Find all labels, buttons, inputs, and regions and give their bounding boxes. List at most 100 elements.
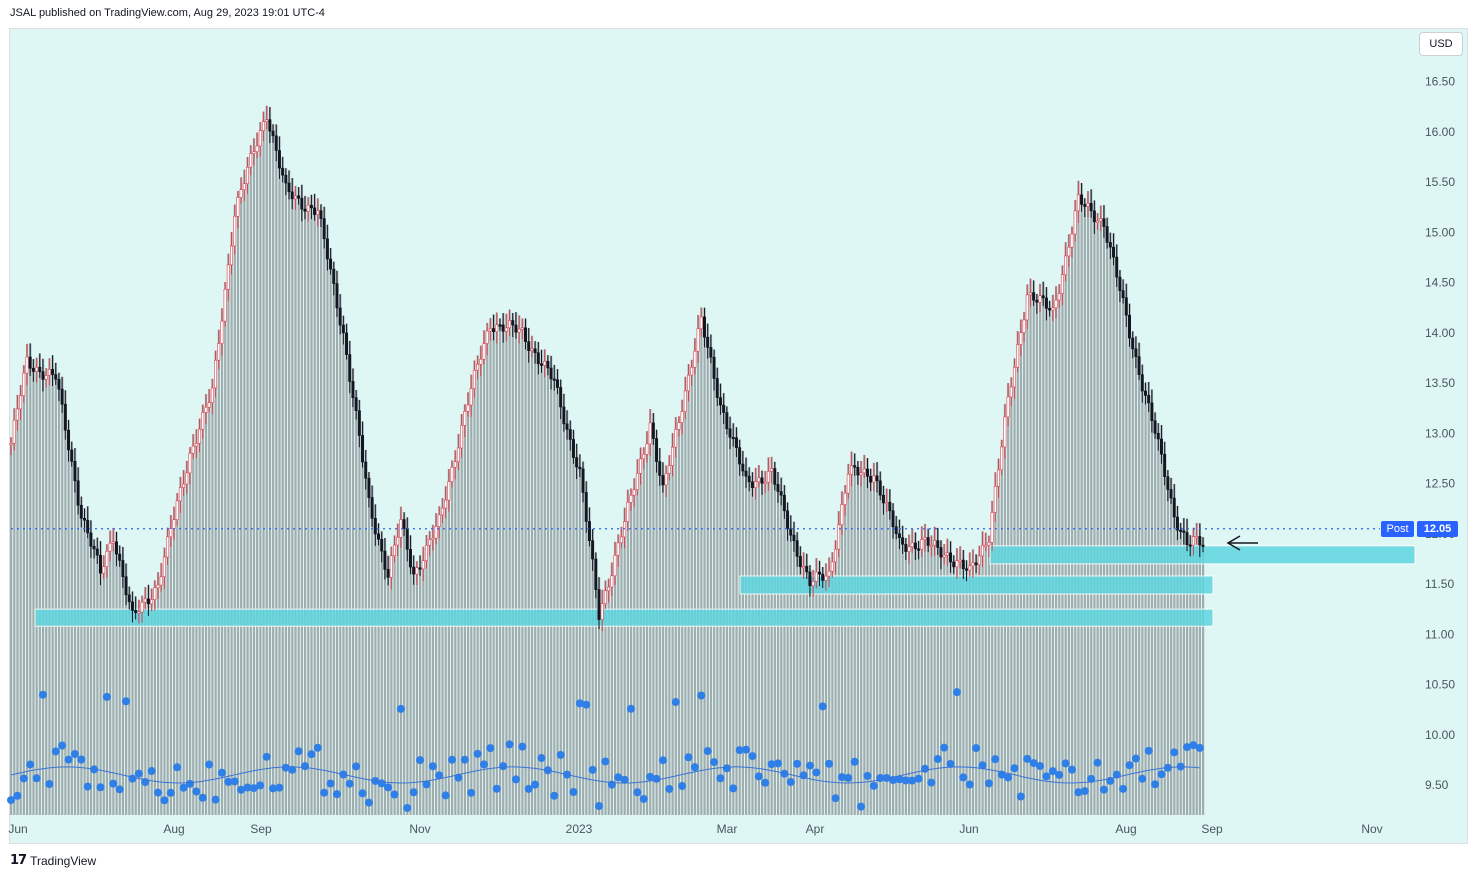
volume-bar	[112, 527, 115, 815]
volume-bar	[355, 389, 358, 815]
indicator-dot	[435, 771, 444, 780]
volume-bar	[856, 461, 860, 815]
volume-bar	[45, 368, 48, 815]
candle-body	[1147, 395, 1151, 404]
volume-bar	[284, 168, 288, 815]
candle-body	[1022, 319, 1026, 333]
candle-body	[591, 540, 595, 560]
y-axis-tick-label: 15.00	[1425, 225, 1455, 239]
candle-body	[639, 458, 643, 474]
volume-bar	[511, 313, 514, 815]
volume-bar	[1131, 331, 1134, 815]
candle-body	[846, 474, 850, 494]
candle-body	[747, 475, 751, 483]
indicator-dot	[812, 768, 821, 777]
indicator-dot	[256, 781, 265, 790]
candle-body	[1035, 299, 1039, 303]
candle-body	[881, 494, 885, 504]
volume-bar	[1112, 233, 1115, 815]
volume-bar	[578, 454, 582, 815]
candle-body	[539, 363, 543, 366]
indicator-dot	[505, 740, 514, 749]
x-axis-tick-label: 2023	[566, 822, 593, 836]
volume-bar	[169, 515, 172, 815]
currency-button[interactable]: USD	[1419, 32, 1463, 56]
indicator-dot	[384, 783, 393, 792]
brand-name[interactable]: TradingView	[30, 853, 97, 868]
volume-bar	[1064, 242, 1067, 815]
indicator-dot	[479, 760, 488, 769]
candle-body	[610, 575, 614, 588]
candle-body	[223, 289, 227, 322]
candle-body	[949, 552, 953, 563]
volume-bar	[1102, 205, 1106, 816]
volume-bar	[160, 562, 163, 815]
candle-body	[872, 475, 876, 483]
candle-body	[469, 388, 473, 406]
volume-bar	[994, 472, 997, 815]
indicator-dot	[467, 788, 476, 797]
candle-body	[619, 536, 623, 544]
candle-body	[396, 537, 400, 546]
candle-body	[370, 497, 374, 519]
candle-body	[300, 197, 304, 210]
indicator-dot	[895, 775, 904, 784]
volume-bar	[879, 471, 882, 815]
candle-body	[386, 569, 390, 578]
indicator-dot	[927, 778, 936, 787]
volume-bar	[118, 545, 121, 815]
candle-body	[22, 372, 26, 396]
candle-body	[341, 324, 345, 334]
candle-body	[674, 429, 678, 448]
volume-bar	[1083, 198, 1086, 815]
volume-bar	[745, 457, 748, 815]
candle-body	[434, 526, 438, 539]
volume-bar	[978, 545, 981, 815]
volume-bar	[153, 580, 157, 815]
y-axis-tick-label: 14.00	[1425, 326, 1455, 340]
x-axis-tick-label: Jun	[8, 822, 27, 836]
volume-bar	[738, 439, 741, 815]
volume-bar	[1099, 205, 1102, 815]
volume-bar	[16, 394, 19, 815]
volume-bar	[166, 527, 169, 815]
candle-body	[952, 561, 956, 568]
candle-body	[255, 145, 259, 152]
candle-body	[936, 540, 940, 548]
indicator-dot	[492, 784, 501, 793]
volume-bar	[300, 184, 304, 815]
candle-body	[581, 468, 585, 493]
indicator-dot	[243, 783, 252, 792]
volume-bar	[476, 355, 479, 815]
annotation-layer	[11, 528, 1380, 551]
volume-bar	[19, 385, 22, 815]
indicator-dot	[831, 794, 840, 803]
volume-bar	[176, 493, 179, 815]
volume-bar	[51, 355, 54, 815]
indicator-dot	[192, 787, 201, 796]
volume-bar	[904, 538, 907, 815]
candle-body	[335, 283, 339, 309]
indicator-dot	[147, 767, 156, 776]
volume-bar	[933, 526, 936, 815]
candle-body	[1083, 204, 1087, 207]
indicator-dot	[345, 779, 354, 788]
indicator-dot	[1036, 762, 1045, 771]
volume-bar	[387, 555, 390, 815]
indicator-dot	[58, 741, 67, 750]
candle-body	[1009, 386, 1013, 398]
indicator-dot	[45, 779, 54, 788]
candle-body	[361, 435, 365, 463]
indicator-dot	[882, 773, 891, 782]
volume-bar	[895, 515, 898, 815]
indicator-dot	[933, 754, 942, 763]
y-axis-tick-label: 11.50	[1425, 577, 1454, 591]
indicator-dot	[729, 784, 738, 793]
candle-body	[1003, 416, 1007, 448]
indicator-dot	[537, 754, 546, 763]
indicator-dot	[633, 788, 642, 797]
candle-body	[405, 528, 409, 550]
volume-bar	[1147, 381, 1150, 815]
candle-body	[901, 537, 905, 545]
